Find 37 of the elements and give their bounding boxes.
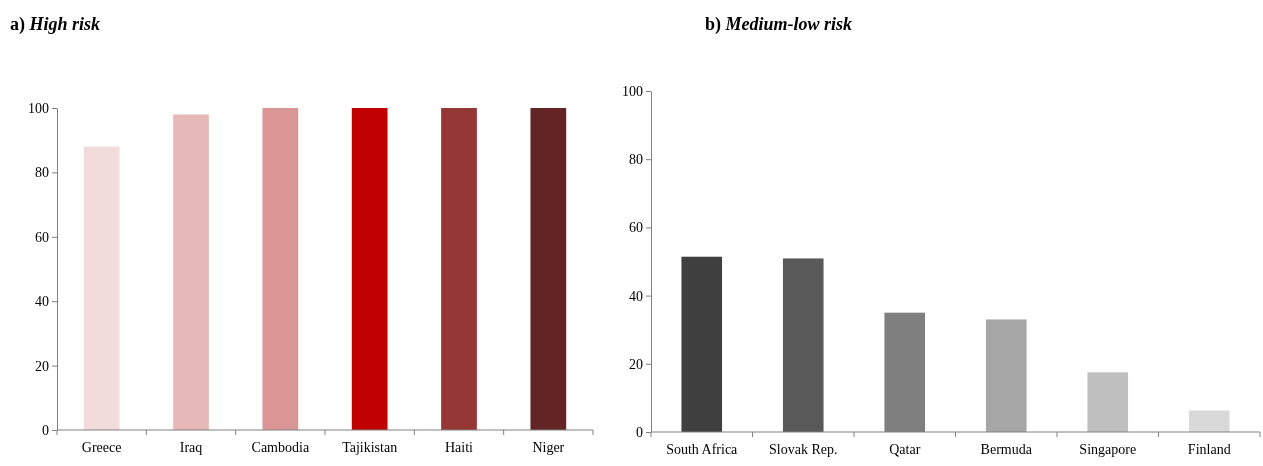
y-tick-label: 60 xyxy=(35,229,49,245)
chart-title: a) High risk xyxy=(10,14,101,35)
bar xyxy=(351,108,388,430)
bar xyxy=(1087,372,1129,432)
x-tick-label: Haiti xyxy=(445,440,474,455)
y-tick-label: 40 xyxy=(35,294,49,310)
y-tick-label: 0 xyxy=(636,424,643,440)
x-tick-label: Cambodia xyxy=(251,440,310,455)
x-tick-label: Qatar xyxy=(889,442,921,457)
chart-title: b) Medium-low risk xyxy=(705,14,853,35)
y-tick-label: 80 xyxy=(35,165,49,181)
bar xyxy=(681,256,723,432)
x-tick-label: Iraq xyxy=(179,440,203,455)
y-tick-label: 40 xyxy=(629,288,643,304)
y-tick-label: 0 xyxy=(42,422,49,438)
x-tick-label: Tajikistan xyxy=(342,440,398,455)
y-tick-label: 80 xyxy=(629,152,643,168)
y-tick-label: 60 xyxy=(629,220,643,236)
x-tick-label: Greece xyxy=(81,440,122,455)
y-tick-label: 100 xyxy=(622,83,643,99)
bar xyxy=(1188,410,1230,432)
y-tick-label: 20 xyxy=(35,358,49,374)
bar xyxy=(262,108,299,430)
x-tick-label: Finland xyxy=(1187,442,1231,457)
x-tick-label: Niger xyxy=(532,440,565,455)
bar xyxy=(985,319,1027,432)
bar xyxy=(173,114,209,430)
bar xyxy=(441,108,477,430)
y-tick-label: 100 xyxy=(28,100,49,116)
x-tick-label: Singapore xyxy=(1079,442,1137,457)
x-tick-label: South Africa xyxy=(666,442,739,457)
bar xyxy=(782,258,824,432)
x-tick-label: Bermuda xyxy=(980,442,1033,457)
x-tick-label: Slovak Rep. xyxy=(769,442,838,457)
y-tick-label: 20 xyxy=(629,356,643,372)
bar xyxy=(530,108,567,430)
bar xyxy=(83,146,120,430)
